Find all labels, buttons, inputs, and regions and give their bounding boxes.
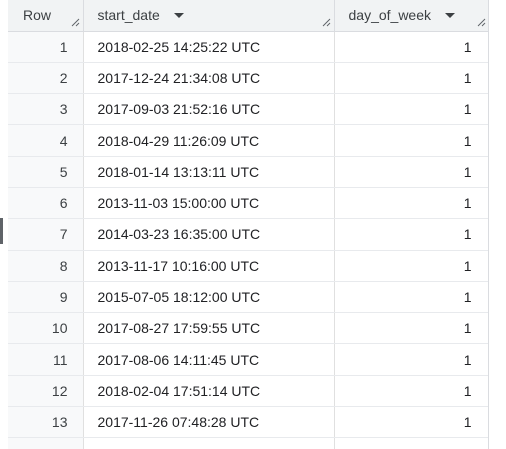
row-number: 11: [8, 343, 84, 376]
table-row[interactable]: 10 2017-08-27 17:59:55 UTC 1: [8, 312, 489, 345]
sort-arrow-icon[interactable]: [173, 13, 184, 19]
results-table: Row start_date: [8, 0, 489, 449]
start-date-cell[interactable]: 2017-07-30 14:04:45 UTC: [83, 437, 335, 449]
column-header-label: day_of_week: [348, 7, 432, 24]
start-date-cell[interactable]: 2013-11-17 10:16:00 UTC: [83, 250, 335, 282]
day-of-week-cell[interactable]: 1: [334, 93, 489, 126]
day-of-week-cell[interactable]: 1: [334, 187, 489, 220]
table-row[interactable]: 3 2017-09-03 21:52:16 UTC 1: [8, 93, 489, 126]
day-of-week-cell[interactable]: 1: [334, 62, 489, 95]
day-of-week-cell[interactable]: 1: [334, 281, 489, 314]
column-resize-icon[interactable]: [322, 18, 331, 27]
table-row[interactable]: 4 2018-04-29 11:26:09 UTC 1: [8, 124, 489, 157]
row-number: 4: [8, 124, 84, 157]
start-date-cell[interactable]: 2018-02-25 14:25:22 UTC: [83, 31, 335, 63]
table-row[interactable]: 7 2014-03-23 16:35:00 UTC 1: [8, 218, 489, 251]
start-date-cell[interactable]: 2017-08-27 17:59:55 UTC: [83, 312, 335, 345]
start-date-cell[interactable]: 2017-12-24 21:34:08 UTC: [83, 62, 335, 95]
day-of-week-cell[interactable]: 1: [334, 156, 489, 188]
day-of-week-cell[interactable]: 1: [334, 437, 489, 449]
day-of-week-cell[interactable]: 1: [334, 406, 489, 439]
day-of-week-cell[interactable]: 1: [334, 218, 489, 251]
grid-right-border: [488, 0, 489, 449]
start-date-cell[interactable]: 2014-03-23 16:35:00 UTC: [83, 218, 335, 251]
row-number: 2: [8, 62, 84, 95]
table-row[interactable]: 1 2018-02-25 14:25:22 UTC 1: [8, 31, 489, 63]
table-row[interactable]: 12 2018-02-04 17:51:14 UTC 1: [8, 375, 489, 408]
row-number: 9: [8, 281, 84, 314]
row-number: 8: [8, 250, 84, 282]
row-number: 1: [8, 31, 84, 63]
table-row[interactable]: 6 2013-11-03 15:00:00 UTC 1: [8, 187, 489, 220]
row-number: 14: [8, 437, 84, 449]
column-header-day-of-week[interactable]: day_of_week: [334, 0, 489, 32]
start-date-cell[interactable]: 2015-07-05 18:12:00 UTC: [83, 281, 335, 314]
column-header-row: Row: [8, 0, 84, 32]
start-date-cell[interactable]: 2013-11-03 15:00:00 UTC: [83, 187, 335, 220]
row-number: 5: [8, 156, 84, 188]
row-number: 10: [8, 312, 84, 345]
sort-arrow-icon[interactable]: [445, 13, 456, 19]
row-number: 6: [8, 187, 84, 220]
day-of-week-cell[interactable]: 1: [334, 312, 489, 345]
row-number: 7: [8, 218, 84, 251]
panel-resize-handle[interactable]: [0, 218, 3, 244]
table-row[interactable]: 8 2013-11-17 10:16:00 UTC 1: [8, 250, 489, 282]
column-resize-icon[interactable]: [477, 18, 486, 27]
table-row[interactable]: 2 2017-12-24 21:34:08 UTC 1: [8, 62, 489, 95]
column-header-label: Row: [23, 7, 52, 24]
start-date-cell[interactable]: 2017-08-06 14:11:45 UTC: [83, 343, 335, 376]
day-of-week-cell[interactable]: 1: [334, 250, 489, 282]
day-of-week-cell[interactable]: 1: [334, 343, 489, 376]
column-header-label: start_date: [97, 7, 160, 24]
table-row[interactable]: 5 2018-01-14 13:13:11 UTC 1: [8, 156, 489, 188]
table-row[interactable]: 9 2015-07-05 18:12:00 UTC 1: [8, 281, 489, 314]
day-of-week-cell[interactable]: 1: [334, 31, 489, 63]
header-row: Row start_date: [8, 0, 489, 32]
row-number: 13: [8, 406, 84, 439]
column-resize-icon[interactable]: [71, 18, 80, 27]
start-date-cell[interactable]: 2017-11-26 07:48:28 UTC: [83, 406, 335, 439]
table-row[interactable]: 11 2017-08-06 14:11:45 UTC 1: [8, 343, 489, 376]
column-header-start-date[interactable]: start_date: [83, 0, 335, 32]
row-number: 3: [8, 93, 84, 126]
day-of-week-cell[interactable]: 1: [334, 124, 489, 157]
day-of-week-cell[interactable]: 1: [334, 375, 489, 408]
start-date-cell[interactable]: 2017-09-03 21:52:16 UTC: [83, 93, 335, 126]
row-number: 12: [8, 375, 84, 408]
start-date-cell[interactable]: 2018-01-14 13:13:11 UTC: [83, 156, 335, 188]
table-row[interactable]: 13 2017-11-26 07:48:28 UTC 1: [8, 406, 489, 439]
start-date-cell[interactable]: 2018-02-04 17:51:14 UTC: [83, 375, 335, 408]
start-date-cell[interactable]: 2018-04-29 11:26:09 UTC: [83, 124, 335, 157]
